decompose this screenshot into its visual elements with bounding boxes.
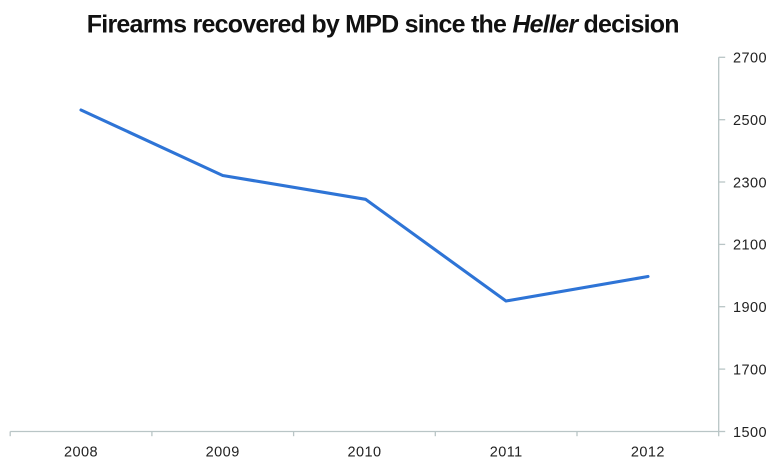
svg-text:2300: 2300 bbox=[733, 175, 767, 191]
svg-text:1700: 1700 bbox=[733, 362, 767, 378]
svg-text:1500: 1500 bbox=[733, 425, 767, 441]
svg-text:2010: 2010 bbox=[347, 444, 381, 460]
svg-text:2012: 2012 bbox=[631, 444, 665, 460]
svg-text:2700: 2700 bbox=[733, 51, 767, 67]
svg-text:2009: 2009 bbox=[206, 444, 240, 460]
svg-text:2100: 2100 bbox=[733, 238, 767, 254]
svg-text:2500: 2500 bbox=[733, 113, 767, 129]
svg-text:Firearms recovered by MPD sinc: Firearms recovered by MPD since the Hell… bbox=[87, 11, 679, 39]
svg-text:2011: 2011 bbox=[490, 444, 523, 460]
svg-text:2008: 2008 bbox=[64, 444, 98, 460]
svg-text:1900: 1900 bbox=[733, 300, 767, 316]
